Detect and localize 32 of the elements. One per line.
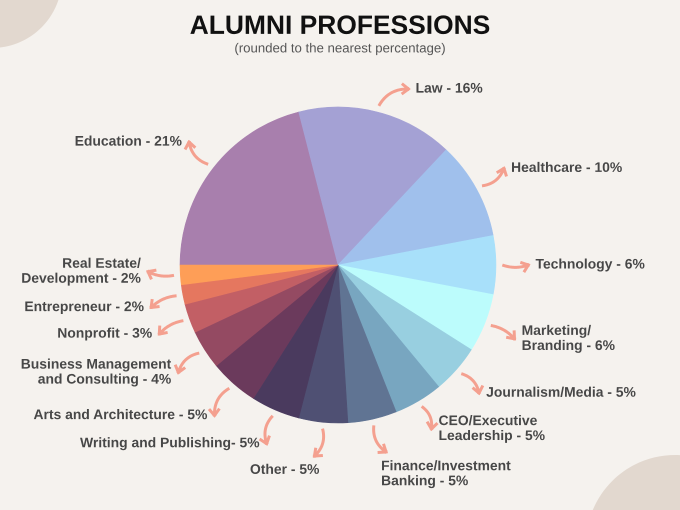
pie-slice [184, 264, 338, 333]
pie-slice [180, 264, 338, 286]
pie-slice [194, 264, 338, 366]
pie-slice [338, 264, 494, 350]
slice-label: Technology - 6% [536, 258, 644, 272]
pie-slice [180, 112, 338, 266]
slice-label: Marketing/ Branding - 6% [522, 324, 615, 353]
slice-label: Writing and Publishing- 5% [80, 437, 260, 450]
slice-label: Other - 5% [250, 464, 320, 474]
slice-label: Nonprofit - 3% [58, 328, 152, 341]
slice-label: Law - 16% [416, 82, 482, 93]
pie-slice [338, 264, 472, 388]
slice-label: Arts and Architecture - 5% [34, 409, 208, 420]
pie-slice [298, 264, 348, 424]
pie-slice [338, 264, 396, 423]
pie-slice [180, 264, 338, 305]
slice-label: Business Management and Consulting - 4% [22, 358, 172, 387]
pie-slice [298, 106, 446, 266]
pie-slice [253, 264, 338, 418]
pie-slice [338, 264, 439, 412]
chart-title: ALUMNI PROFESSIONS [190, 15, 490, 34]
slice-label: Entrepreneur - 2% [25, 301, 144, 314]
pie-slice [338, 150, 494, 266]
slice-label: Real Estate/ Development - 2% [22, 258, 141, 286]
slice-label: CEO/Executive Leadership - 5% [439, 415, 545, 443]
slice-label: Healthcare - 10% [512, 162, 622, 172]
pie-slice [338, 235, 496, 295]
slice-label: Education - 21% [76, 136, 182, 146]
pie-slice [216, 264, 338, 399]
chart-subtitle: (rounded to the nearest percentage) [235, 42, 445, 56]
slice-label: Finance/Investment Banking - 5% [382, 460, 511, 488]
slice-label: Journalism/Media - 5% [486, 386, 636, 397]
